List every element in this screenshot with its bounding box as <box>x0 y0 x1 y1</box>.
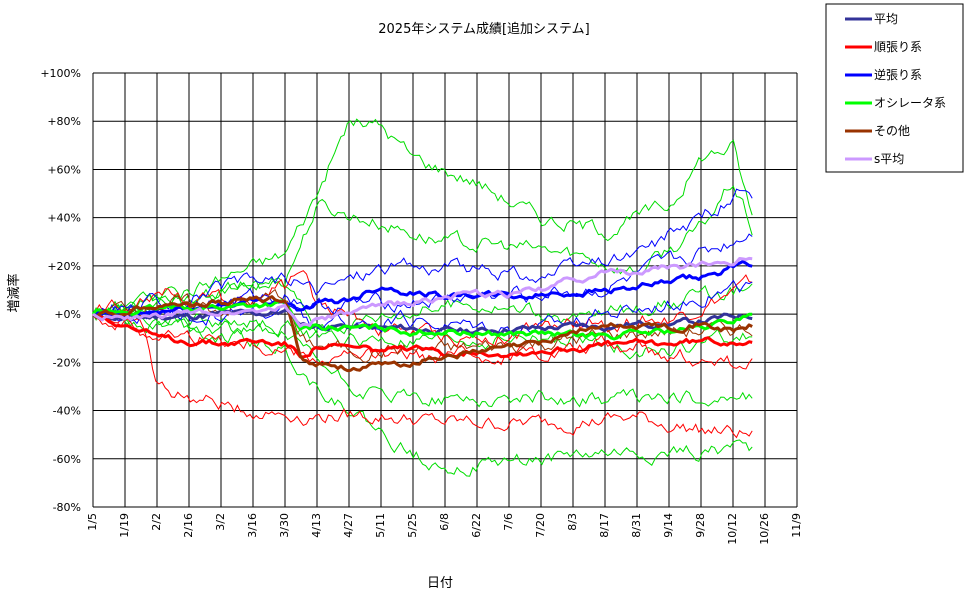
x-tick-label: 7/20 <box>534 513 547 538</box>
system-line <box>92 188 753 316</box>
series-line <box>91 295 753 373</box>
x-tick-label: 10/26 <box>758 513 771 545</box>
x-tick-label: 4/13 <box>310 513 323 538</box>
series-lines <box>91 256 753 373</box>
system-line <box>92 270 753 348</box>
y-axis-tick-labels: +100% +80% +60% +40% +20% +0% -20% -40% -60% -80% <box>40 67 81 514</box>
y-tick-label: +40% <box>47 212 81 225</box>
series-line <box>91 299 753 341</box>
y-tick-label: +0% <box>54 308 81 321</box>
y-tick-label: +60% <box>47 163 81 176</box>
system-line <box>92 306 753 408</box>
x-tick-label: 11/9 <box>790 513 803 538</box>
y-tick-label: +20% <box>47 260 81 273</box>
x-tick-label: 2/2 <box>150 513 163 531</box>
legend-entry: s平均 <box>874 152 904 166</box>
system-line <box>92 308 753 477</box>
x-tick-label: 1/19 <box>118 513 131 538</box>
x-tick-label: 3/30 <box>278 513 291 538</box>
x-tick-label: 6/22 <box>470 513 483 538</box>
series-line <box>92 256 753 328</box>
chart-title: 2025年システム成績[追加システム] <box>378 21 589 37</box>
y-tick-label: -80% <box>53 501 81 514</box>
x-tick-label: 8/31 <box>630 513 643 538</box>
y-axis-label: 増減率 <box>6 273 22 312</box>
system-line <box>92 310 753 439</box>
y-tick-label: +100% <box>40 67 81 80</box>
x-tick-label: 10/12 <box>726 513 739 545</box>
x-tick-label: 8/3 <box>566 513 579 531</box>
x-tick-label: 4/27 <box>342 513 355 538</box>
system-line <box>92 118 753 322</box>
x-tick-label: 3/2 <box>214 513 227 531</box>
x-tick-label: 3/16 <box>246 513 259 538</box>
x-tick-label: 2/16 <box>182 513 195 538</box>
x-tick-label: 7/6 <box>502 513 515 531</box>
x-tick-label: 5/11 <box>374 513 387 538</box>
x-tick-label: 6/8 <box>438 513 451 531</box>
series-line <box>92 312 753 359</box>
system-line <box>92 279 753 337</box>
legend-entry: 逆張り系 <box>874 67 922 82</box>
legend-box <box>825 3 964 173</box>
y-tick-label: +80% <box>47 115 81 128</box>
x-tick-label: 9/14 <box>662 513 675 538</box>
x-tick-label: 9/28 <box>694 513 707 538</box>
legend-entry: 順張り系 <box>874 40 922 54</box>
x-tick-label: 1/5 <box>86 513 99 531</box>
y-tick-label: -20% <box>53 356 81 369</box>
x-axis-tick-labels: 1/5 1/19 2/2 2/16 3/2 3/16 3/30 4/13 4/27 5/11 5/2… <box>86 513 803 545</box>
x-tick-label: 5/25 <box>406 513 419 538</box>
y-tick-label: -60% <box>53 453 81 466</box>
y-tick-label: -40% <box>53 405 81 418</box>
individual-system-lines <box>92 118 753 477</box>
legend-entry: その他 <box>874 124 910 138</box>
legend-entry: 平均 <box>874 12 898 26</box>
legend-entry: オシレータ系 <box>874 96 946 110</box>
x-tick-label: 8/17 <box>598 513 611 538</box>
x-axis-label: 日付 <box>427 576 453 591</box>
